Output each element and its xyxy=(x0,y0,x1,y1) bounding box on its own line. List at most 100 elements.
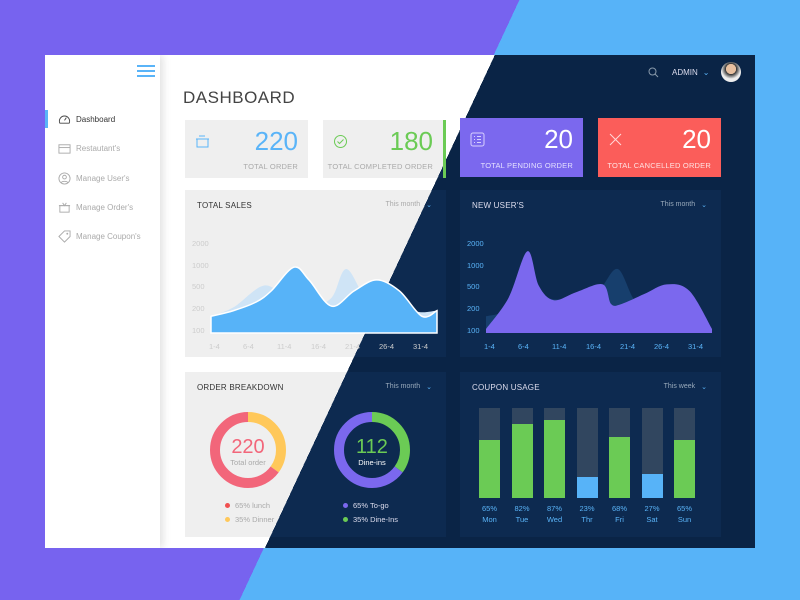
hamburger-menu-icon[interactable] xyxy=(137,65,155,77)
y-tick-label: 2000 xyxy=(467,239,484,248)
stat-value: 180 xyxy=(389,126,433,156)
stat-value: 20 xyxy=(544,124,573,154)
bar-value-label: 27% xyxy=(644,504,660,513)
sidebar-item-restaurants[interactable]: Restautant's xyxy=(45,138,160,158)
sidebar-item-users[interactable]: Manage User's xyxy=(45,168,160,188)
close-icon xyxy=(609,133,622,146)
bar xyxy=(674,439,695,498)
x-tick-label: 16-4 xyxy=(586,342,602,351)
new-users-panel: NEW USER'S This month ⌄ 2000 1000 500 200 100… xyxy=(460,190,721,357)
panel-title: NEW USER'S xyxy=(472,201,524,210)
active-indicator xyxy=(45,110,48,128)
restaurant-icon xyxy=(58,143,71,154)
stat-value: 220 xyxy=(254,126,298,156)
panel-title: ORDER BREAKDOWN xyxy=(197,383,284,392)
x-tick-label: Wed xyxy=(546,515,563,524)
x-tick-label: 11-4 xyxy=(277,342,292,351)
dropdown-value: This month xyxy=(385,201,421,208)
y-tick-label: 200 xyxy=(467,304,480,314)
y-tick-label: 1000 xyxy=(192,260,209,270)
bar xyxy=(544,419,565,498)
period-dropdown[interactable]: This month ⌄ xyxy=(661,201,708,209)
speedometer-icon xyxy=(58,115,71,124)
bar xyxy=(609,436,630,498)
period-dropdown[interactable]: This month ⌄ xyxy=(386,383,433,391)
dropdown-value: This week xyxy=(663,383,696,390)
stat-value: 20 xyxy=(682,124,711,154)
panel-title: COUPON USAGE xyxy=(472,383,540,392)
bar-value-label: 87% xyxy=(546,504,562,513)
sidebar-item-label: Restautant's xyxy=(76,143,121,153)
sidebar-item-orders[interactable]: Manage Order's xyxy=(45,197,160,217)
period-dropdown[interactable]: This week ⌄ xyxy=(664,383,707,391)
x-tick-label: Fri xyxy=(615,515,624,524)
y-tick-label: 1000 xyxy=(467,260,484,270)
stat-completed-order: 180 TOTAL COMPLETED ORDER xyxy=(323,120,446,178)
bar-value-label: 82% xyxy=(514,504,530,513)
avatar[interactable] xyxy=(721,62,741,82)
y-tick-label: 200 xyxy=(192,304,205,314)
donut-center-value: 112 xyxy=(356,436,388,458)
series-current-area xyxy=(210,266,438,334)
area-chart xyxy=(210,266,438,334)
y-tick-label: 100 xyxy=(192,325,205,335)
order-box-icon xyxy=(196,135,209,148)
y-tick-label: 100 xyxy=(467,325,480,335)
total-sales-panel: TOTAL SALES This month ⌄ 2000 1000 500 200 10… xyxy=(185,190,446,357)
chevron-down-icon: ⌄ xyxy=(702,68,710,77)
x-tick-label: Tue xyxy=(515,515,529,524)
x-tick-label: Sat xyxy=(646,515,658,524)
bar-track xyxy=(576,408,598,498)
username: ADMIN xyxy=(672,68,698,77)
list-icon xyxy=(470,132,485,147)
legend-item: 65% To-go xyxy=(343,501,389,510)
bar-value-label: 65% xyxy=(676,504,692,513)
legend-item: 35% Dinner xyxy=(225,515,274,524)
x-tick-label: 31-4 xyxy=(413,342,429,351)
sidebar-item-coupons[interactable]: Manage Coupon's xyxy=(45,226,160,246)
y-tick-label: 2000 xyxy=(192,239,209,248)
chevron-down-icon: ⌄ xyxy=(701,202,707,209)
sidebar-item-label: Manage Coupon's xyxy=(76,231,141,241)
area-chart xyxy=(486,251,712,333)
sidebar-item-label: Dashboard xyxy=(76,114,116,124)
y-tick-label: 500 xyxy=(192,282,205,292)
bar-value-label: 65% xyxy=(481,504,497,513)
stat-label: TOTAL COMPLETED ORDER xyxy=(327,162,433,171)
bar-value-label: 68% xyxy=(611,504,627,513)
donut-slice xyxy=(334,412,410,488)
stat-label: TOTAL CANCELLED ORDER xyxy=(607,161,711,170)
legend-item: 35% Dine-Ins xyxy=(343,515,398,524)
donut-center-label: Dine-ins xyxy=(358,458,386,467)
tag-icon xyxy=(58,229,71,243)
x-tick-label: Mon xyxy=(482,515,497,524)
period-dropdown[interactable]: This month ⌄ xyxy=(386,201,433,209)
x-tick-label: Sun xyxy=(677,515,692,524)
sidebar: Dashboard Restautant's Manage User's Man… xyxy=(45,55,160,548)
x-tick-label: 1-4 xyxy=(209,342,220,351)
x-tick-label: 21-4 xyxy=(620,342,636,351)
dropdown-value: This month xyxy=(660,201,696,208)
x-tick-label: 31-4 xyxy=(688,342,704,351)
bar xyxy=(641,473,663,498)
x-tick-label: 6-4 xyxy=(243,342,254,351)
search-icon[interactable] xyxy=(648,67,659,78)
user-menu[interactable]: ADMIN ⌄ xyxy=(672,68,709,77)
dropdown-value: This month xyxy=(385,383,421,390)
x-tick-label: 1-4 xyxy=(484,342,495,351)
chevron-down-icon: ⌄ xyxy=(426,202,432,209)
x-tick-label: 16-4 xyxy=(311,342,327,351)
sidebar-item-label: Manage User's xyxy=(76,173,130,183)
donut-slice xyxy=(210,412,286,488)
order-box-icon xyxy=(58,202,71,213)
x-tick-label: 6-4 xyxy=(518,342,529,351)
series-current-area xyxy=(486,251,712,333)
donut-center-label: Total order xyxy=(230,458,266,467)
sidebar-item-dashboard[interactable]: Dashboard xyxy=(45,109,160,129)
x-tick-label: 11-4 xyxy=(552,342,567,351)
chevron-down-icon: ⌄ xyxy=(701,384,707,391)
stat-total-order: 220 TOTAL ORDER xyxy=(185,120,308,178)
sidebar-item-label: Manage Order's xyxy=(76,202,134,212)
bar xyxy=(479,439,500,498)
bar xyxy=(576,477,598,498)
